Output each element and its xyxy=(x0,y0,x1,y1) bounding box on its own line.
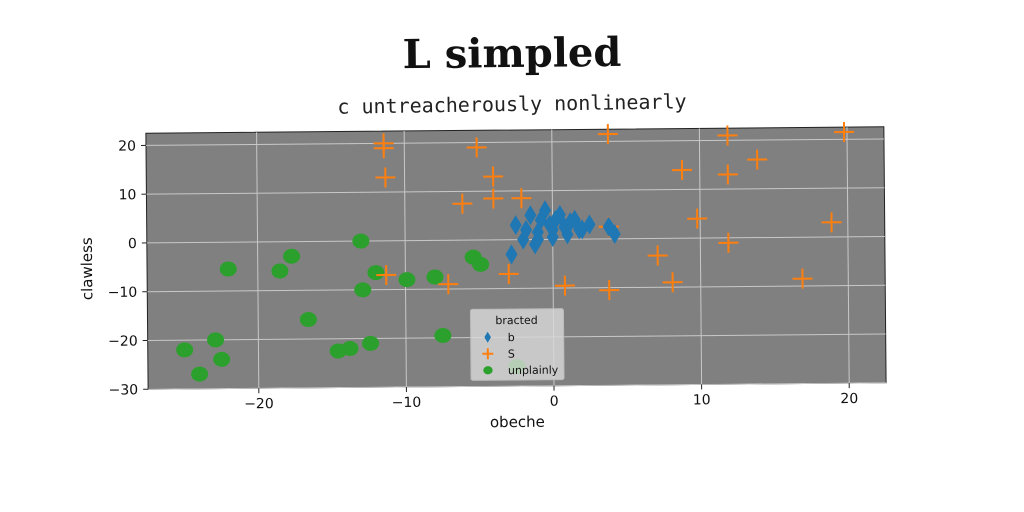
series-unplainly-point xyxy=(434,328,451,343)
series-unplainly-point xyxy=(300,312,317,327)
series-unplainly-point xyxy=(354,282,371,297)
x-tick-label: 10 xyxy=(693,392,711,408)
series-unplainly-point xyxy=(362,336,379,351)
legend-marker-unplainly xyxy=(483,366,492,374)
series-unplainly-point xyxy=(398,272,415,287)
series-unplainly-point xyxy=(220,261,237,276)
y-tick-label: −10 xyxy=(108,285,138,301)
y-tick-label: 0 xyxy=(128,236,137,252)
legend-label-unplainly: unplainly xyxy=(508,364,559,377)
x-axis-label: obeche xyxy=(490,413,545,431)
legend-title: bracted xyxy=(495,314,537,327)
y-tick-label: 20 xyxy=(118,139,136,155)
series-unplainly-point xyxy=(176,342,193,357)
y-tick-label: −20 xyxy=(108,334,138,350)
y-tick-label: 10 xyxy=(119,187,137,203)
x-tick-label: 20 xyxy=(840,391,858,407)
x-tick-label: 0 xyxy=(550,394,559,410)
y-axis-label: clawless xyxy=(78,237,97,300)
series-unplainly-point xyxy=(271,263,288,278)
x-tick-label: −10 xyxy=(392,395,422,411)
series-unplainly-point xyxy=(426,269,443,284)
series-unplainly-point xyxy=(341,341,358,356)
series-unplainly-point xyxy=(472,257,489,272)
series-unplainly-point xyxy=(283,249,300,264)
series-unplainly-point xyxy=(191,367,208,382)
y-tick-label: −30 xyxy=(109,382,139,398)
legend-label-S: S xyxy=(508,348,515,361)
legend-label-b: b xyxy=(508,331,515,344)
series-unplainly-point xyxy=(352,233,369,248)
series-unplainly-point xyxy=(367,265,384,280)
x-tick-label: −20 xyxy=(244,396,274,412)
series-unplainly-point xyxy=(213,352,230,367)
series-unplainly-point xyxy=(207,332,224,347)
y-ticks: −30 −20 −10 0 10 20 xyxy=(106,138,148,398)
